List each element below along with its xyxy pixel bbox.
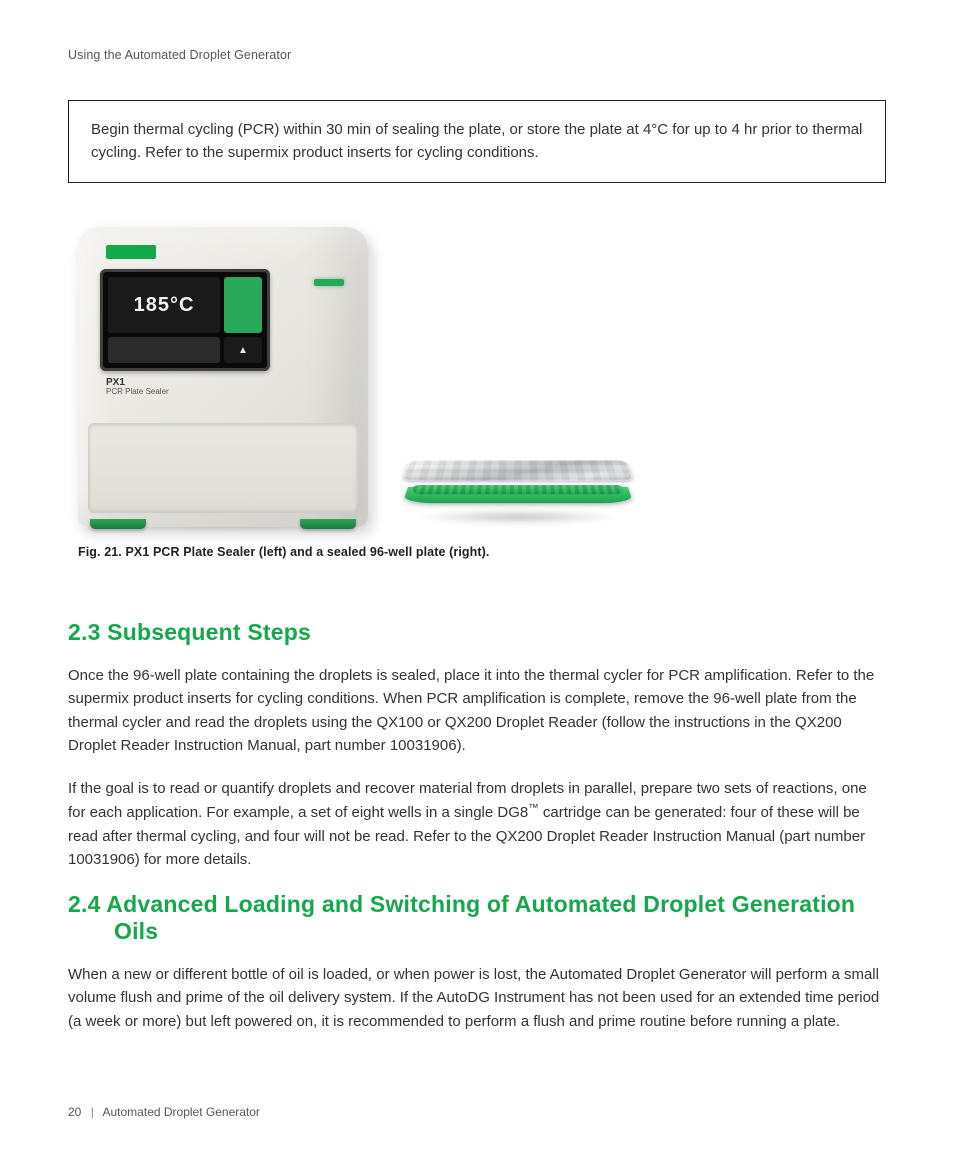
device-model-label: PX1 PCR Plate Sealer — [106, 377, 169, 397]
figure-images-row: 185°C ▲ PX1 PCR Plate Sealer — [78, 227, 886, 527]
screen-row-icon — [108, 337, 220, 363]
figure-21: 185°C ▲ PX1 PCR Plate Sealer — [78, 227, 886, 559]
px1-plate-sealer-image: 185°C ▲ PX1 PCR Plate Sealer — [78, 227, 368, 527]
footer-doc-title: Automated Droplet Generator — [103, 1105, 260, 1119]
trademark-superscript: ™ — [528, 802, 539, 814]
page-footer: 20 | Automated Droplet Generator — [68, 1105, 260, 1119]
figure-caption: Fig. 21. PX1 PCR Plate Sealer (left) and… — [78, 545, 886, 559]
screen-temperature-readout: 185°C — [108, 277, 220, 333]
device-touchscreen: 185°C ▲ — [100, 269, 270, 371]
model-line2: PCR Plate Sealer — [106, 388, 169, 397]
section-2-3-heading: 2.3 Subsequent Steps — [68, 619, 886, 646]
plate-foil-seal — [402, 460, 634, 481]
screen-eject-icon: ▲ — [224, 337, 262, 363]
device-tray — [88, 423, 358, 513]
device-foot-right — [300, 519, 356, 529]
footer-separator-icon: | — [91, 1105, 94, 1119]
section-2-3-paragraph-2: If the goal is to read or quantify dropl… — [68, 777, 886, 871]
section-2-4-heading: 2.4 Advanced Loading and Switching of Au… — [68, 891, 886, 945]
running-head: Using the Automated Droplet Generator — [68, 48, 886, 62]
status-led-icon — [314, 279, 344, 286]
section-2-3-paragraph-1: Once the 96-well plate containing the dr… — [68, 664, 886, 757]
document-page: Using the Automated Droplet Generator Be… — [0, 0, 954, 1159]
device-foot-left — [90, 519, 146, 529]
footer-page-number: 20 — [68, 1105, 81, 1119]
screen-start-button-icon — [224, 277, 262, 333]
sealed-96-well-plate-image — [408, 439, 628, 519]
section-2-4-paragraph-1: When a new or different bottle of oil is… — [68, 963, 886, 1033]
note-box: Begin thermal cycling (PCR) within 30 mi… — [68, 100, 886, 183]
bio-rad-logo — [106, 245, 156, 259]
